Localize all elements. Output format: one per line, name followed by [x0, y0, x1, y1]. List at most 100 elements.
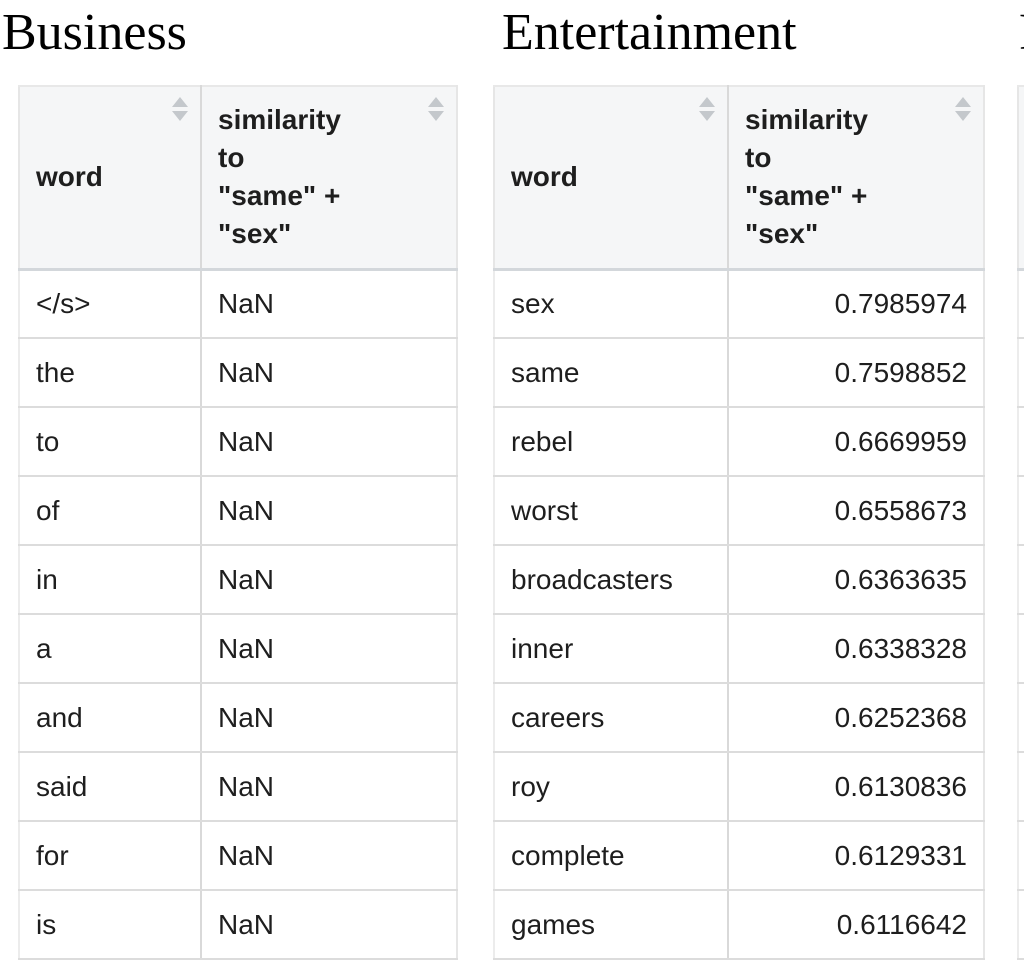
column-header-similarity-label: similarity to "same" + "sex": [218, 104, 341, 250]
cell-word: [1017, 683, 1024, 753]
cell-word: [1017, 269, 1024, 339]
table-row: </s> NaN: [18, 269, 458, 339]
table-row: for NaN: [18, 821, 458, 891]
column-header-similarity-label: similarity to "same" + "sex": [745, 104, 868, 250]
cell-word: worst: [493, 476, 729, 546]
column-header-word[interactable]: word: [493, 85, 729, 271]
table-row: broadcasters 0.6363635: [493, 545, 985, 615]
cell-value: NaN: [201, 821, 458, 891]
table-row: [1017, 269, 1024, 339]
sort-icon[interactable]: [955, 97, 971, 121]
column-header-word[interactable]: word: [18, 85, 202, 271]
cell-word: [1017, 890, 1024, 960]
cell-word: is: [18, 890, 202, 960]
table-row: [1017, 890, 1024, 960]
panel-title-entertainment: Entertainment: [502, 4, 797, 61]
cell-value: NaN: [201, 269, 458, 339]
cell-word: careers: [493, 683, 729, 753]
cell-value: 0.6252368: [728, 683, 985, 753]
table-row: worst 0.6558673: [493, 476, 985, 546]
cell-value: 0.6669959: [728, 407, 985, 477]
cell-word: [1017, 545, 1024, 615]
cell-word: rebel: [493, 407, 729, 477]
cell-value: 0.7985974: [728, 269, 985, 339]
table-row: rebel 0.6669959: [493, 407, 985, 477]
table-row: and NaN: [18, 683, 458, 753]
cell-value: NaN: [201, 545, 458, 615]
sort-desc-icon: [955, 111, 971, 121]
entertainment-similarity-table: word similarity to "same" + "sex" sex 0.7…: [493, 85, 985, 960]
cell-value: NaN: [201, 338, 458, 408]
cell-word: the: [18, 338, 202, 408]
table-row: sex 0.7985974: [493, 269, 985, 339]
cell-value: 0.6129331: [728, 821, 985, 891]
cell-word: broadcasters: [493, 545, 729, 615]
cell-word: a: [18, 614, 202, 684]
cell-word: games: [493, 890, 729, 960]
cell-value: NaN: [201, 614, 458, 684]
column-header-word-label: word: [36, 161, 103, 193]
cell-word: to: [18, 407, 202, 477]
cell-word: inner: [493, 614, 729, 684]
cell-word: [1017, 407, 1024, 477]
table-row: [1017, 338, 1024, 408]
table-row: the NaN: [18, 338, 458, 408]
cell-value: 0.6338328: [728, 614, 985, 684]
panel-title-third-partial: P: [1019, 2, 1024, 64]
cell-word: [1017, 752, 1024, 822]
cell-word: of: [18, 476, 202, 546]
cell-value: NaN: [201, 407, 458, 477]
table-row: [1017, 752, 1024, 822]
table-row: same 0.7598852: [493, 338, 985, 408]
table-row: inner 0.6338328: [493, 614, 985, 684]
sort-asc-icon: [172, 97, 188, 107]
cell-word: same: [493, 338, 729, 408]
panel-third-clipped: P word similarity to "same" + "sex": [1014, 0, 1024, 970]
table-row: games 0.6116642: [493, 890, 985, 960]
cell-word: </s>: [18, 269, 202, 339]
cell-word: [1017, 338, 1024, 408]
cell-word: and: [18, 683, 202, 753]
cell-word: for: [18, 821, 202, 891]
table-header-row: word similarity to "same" + "sex": [18, 85, 458, 271]
table-row: of NaN: [18, 476, 458, 546]
table-row: [1017, 407, 1024, 477]
table-row: [1017, 614, 1024, 684]
table-row: [1017, 545, 1024, 615]
sort-desc-icon: [699, 111, 715, 121]
table-row: careers 0.6252368: [493, 683, 985, 753]
cell-word: in: [18, 545, 202, 615]
table-row: [1017, 821, 1024, 891]
cell-word: [1017, 821, 1024, 891]
third-similarity-table-clipped: word similarity to "same" + "sex": [1017, 85, 1024, 960]
column-header-word[interactable]: word: [1017, 85, 1024, 271]
sort-asc-icon: [699, 97, 715, 107]
cell-value: NaN: [201, 890, 458, 960]
column-header-similarity[interactable]: similarity to "same" + "sex": [201, 85, 458, 271]
cell-word: roy: [493, 752, 729, 822]
cell-word: sex: [493, 269, 729, 339]
table-row: [1017, 476, 1024, 546]
sort-icon[interactable]: [428, 97, 444, 121]
table-row: [1017, 683, 1024, 753]
table-row: complete 0.6129331: [493, 821, 985, 891]
sort-icon[interactable]: [699, 97, 715, 121]
column-header-word-label: word: [511, 161, 578, 193]
table-row: roy 0.6130836: [493, 752, 985, 822]
cell-word: complete: [493, 821, 729, 891]
table-row: said NaN: [18, 752, 458, 822]
table-header-row: word similarity to "same" + "sex": [1017, 85, 1024, 271]
cell-value: NaN: [201, 683, 458, 753]
cell-value: NaN: [201, 752, 458, 822]
panel-business: Business word similarity to "same" + "se…: [0, 0, 462, 970]
cell-value: 0.6363635: [728, 545, 985, 615]
table-header-row: word similarity to "same" + "sex": [493, 85, 985, 271]
table-row: is NaN: [18, 890, 458, 960]
cell-value: 0.6130836: [728, 752, 985, 822]
cell-value: 0.6116642: [728, 890, 985, 960]
sort-icon[interactable]: [172, 97, 188, 121]
column-header-similarity[interactable]: similarity to "same" + "sex": [728, 85, 985, 271]
sort-asc-icon: [428, 97, 444, 107]
table-row: a NaN: [18, 614, 458, 684]
